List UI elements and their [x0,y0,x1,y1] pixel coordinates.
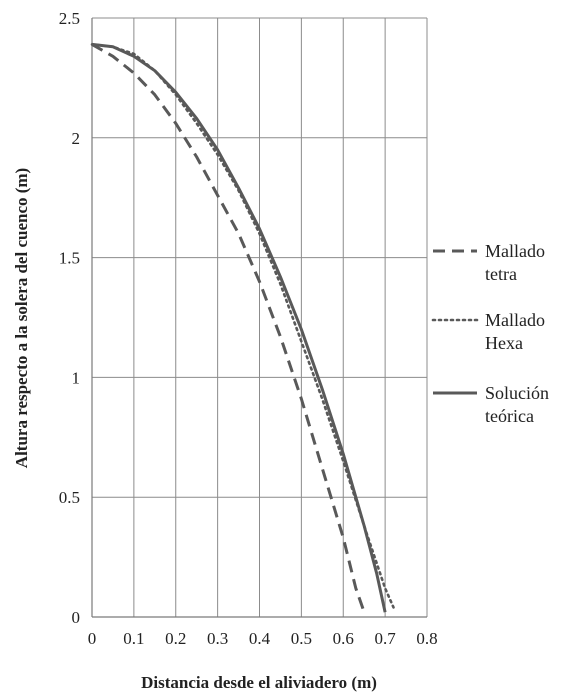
y-axis-title: Altura respecto a la solera del cuenco (… [12,168,31,468]
x-tick-label-5: 0.5 [291,629,312,648]
x-tick-label-1: 0.1 [123,629,144,648]
series-lines [90,42,395,613]
series-line-0 [91,43,366,613]
legend-label-0-0: Mallado [485,241,545,261]
series-line-1 [90,43,395,609]
legend-label-1-0: Mallado [485,310,545,330]
y-tick-label-4: 2 [72,129,81,148]
x-tick-label-8: 0.8 [416,629,437,648]
legend: Mallado tetra Mallado Hexa Solución teórica [431,241,549,426]
legend-label-0-1: tetra [485,264,517,284]
legend-label-2-1: teórica [485,406,534,426]
x-tick-label-0: 0 [88,629,97,648]
x-tick-label-4: 0.4 [249,629,271,648]
legend-label-1-1: Hexa [485,333,523,353]
x-tick-label-6: 0.6 [333,629,354,648]
x-tick-label-2: 0.2 [165,629,186,648]
legend-label-2-0: Solución [485,383,549,403]
x-tick-label-7: 0.7 [375,629,397,648]
grid-lines [91,17,428,618]
y-tick-labels: 0 0.5 1 1.5 2 2.5 [59,9,80,627]
y-tick-label-0: 0 [72,608,81,627]
series-line-2 [91,42,387,613]
y-tick-label-5: 2.5 [59,9,80,28]
y-tick-label-3: 1.5 [59,249,80,268]
y-tick-label-1: 0.5 [59,488,80,507]
axes [91,18,427,618]
x-tick-label-3: 0.3 [207,629,228,648]
x-axis-title: Distancia desde el aliviadero (m) [141,673,377,692]
y-tick-label-2: 1 [72,368,81,387]
x-tick-labels: 0 0.1 0.2 0.3 0.4 0.5 0.6 0.7 0.8 [88,629,438,648]
